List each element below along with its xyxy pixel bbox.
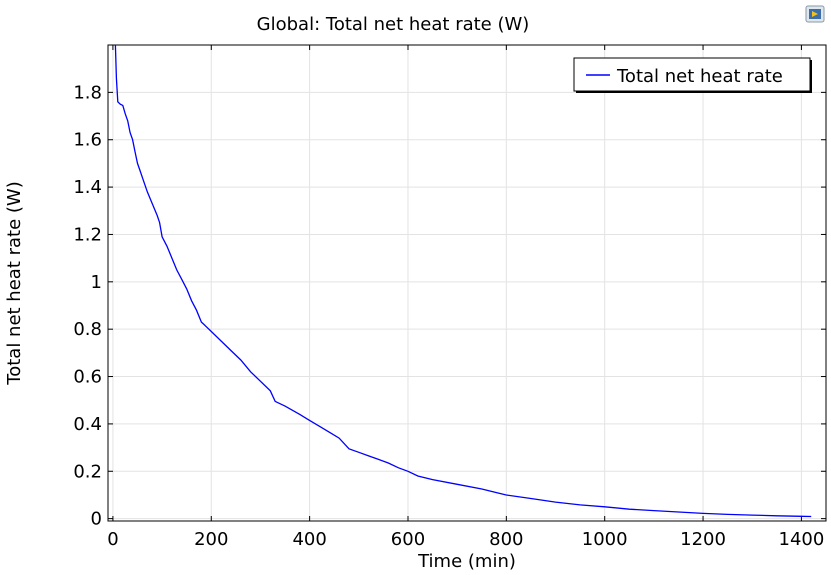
y-tick-label: 1.2 [73, 224, 102, 245]
y-tick-label: 0.4 [73, 414, 102, 435]
series-line-total-net-heat-rate [114, 44, 812, 518]
y-tick-label: 0.6 [73, 367, 102, 388]
y-tick-label: 0.2 [73, 461, 102, 482]
chart-title: Global: Total net heat rate (W) [257, 14, 530, 35]
y-tick-label: 0.8 [73, 319, 102, 340]
x-tick-label: 800 [489, 529, 523, 550]
y-axis-label: Total net heat rate (W) [4, 181, 25, 385]
x-axis-ticks: 0 200 400 600 800 1000 1200 1400 [107, 45, 824, 550]
x-tick-label: 0 [107, 529, 118, 550]
grid-lines [108, 45, 826, 521]
x-tick-label: 1000 [582, 529, 628, 550]
x-tick-label: 600 [391, 529, 425, 550]
x-tick-label: 200 [194, 529, 228, 550]
x-tick-label: 400 [292, 529, 326, 550]
x-axis-label: Time (min) [417, 551, 516, 572]
x-tick-label: 1200 [680, 529, 726, 550]
y-tick-label: 1.4 [73, 177, 102, 198]
plot-area-frame [107, 44, 827, 522]
y-tick-label: 0 [91, 509, 102, 530]
series-group [114, 44, 812, 518]
legend: Total net heat rate [573, 57, 812, 93]
y-tick-label: 1.8 [73, 82, 102, 103]
y-tick-label: 1 [91, 272, 102, 293]
y-tick-label: 1.6 [73, 130, 102, 151]
export-image-icon[interactable] [805, 5, 825, 23]
x-tick-label: 1400 [779, 529, 825, 550]
legend-label: Total net heat rate [616, 66, 783, 87]
legend-box [573, 57, 811, 92]
y-axis-ticks: 0 0.2 0.4 0.6 0.8 1 1.2 1.4 1.6 1.8 [73, 82, 826, 530]
